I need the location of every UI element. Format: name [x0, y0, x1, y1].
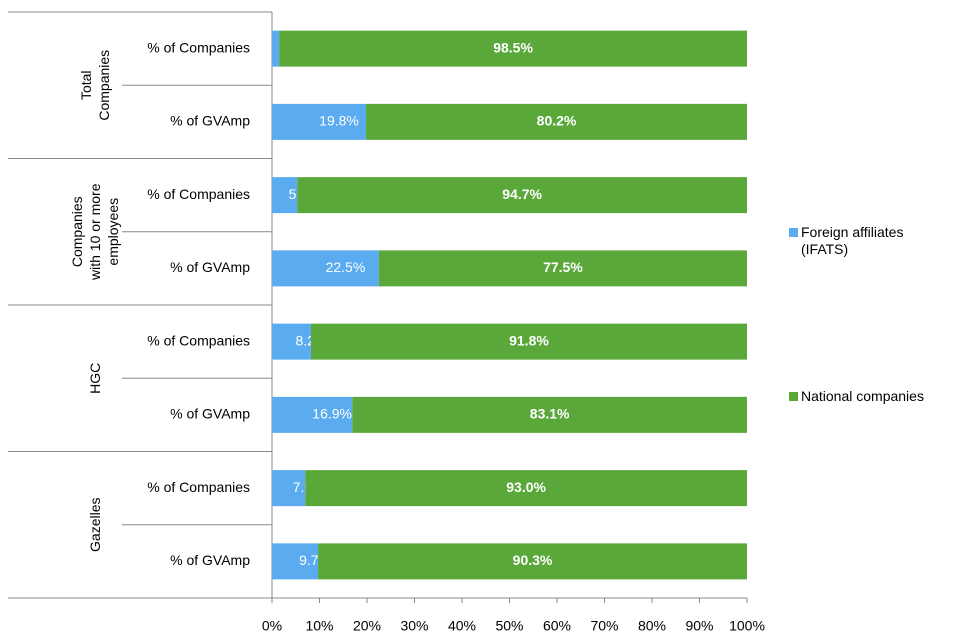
row-label: % of GVAmp	[170, 259, 250, 275]
legend-swatch	[789, 228, 798, 237]
x-tick-label: 50%	[495, 618, 523, 632]
value-label: 91.8%	[509, 332, 549, 348]
value-label: 80.2%	[537, 113, 577, 129]
bar-segment	[272, 30, 280, 67]
row-label: % of GVAmp	[170, 113, 250, 129]
bar-segment	[305, 470, 747, 507]
x-tick-label: 10%	[305, 618, 333, 632]
value-label: 98.5%	[493, 39, 533, 55]
row-label: % of Companies	[147, 39, 250, 55]
x-tick-label: 40%	[448, 618, 476, 632]
bar-segment	[352, 396, 747, 433]
bar-segment	[272, 103, 367, 140]
row-label: % of Companies	[147, 332, 250, 348]
row-label: % of Companies	[147, 479, 250, 495]
group-label-line: Total	[78, 70, 94, 100]
value-label: 19.8%	[319, 113, 359, 129]
bar-segment	[297, 177, 747, 214]
group-label: Companies with 10 or more employees	[69, 183, 121, 281]
value-label: 77.5%	[543, 259, 583, 275]
row-label: % of GVAmp	[170, 552, 250, 568]
bar-segment	[272, 250, 379, 287]
value-label: 16.9%	[312, 406, 352, 422]
group-label: HGC	[87, 363, 103, 394]
value-label: 22.5%	[326, 259, 366, 275]
bar-segment	[366, 103, 747, 140]
group-label-line: HGC	[87, 363, 103, 394]
x-tick-label: 80%	[638, 618, 666, 632]
x-tick-label: 60%	[543, 618, 571, 632]
group-label: Total Companies	[78, 50, 112, 121]
x-tick-label: 0%	[262, 618, 282, 632]
value-label: 93.0%	[506, 479, 546, 495]
row-label: % of GVAmp	[170, 406, 250, 422]
legend-swatch	[789, 392, 798, 401]
x-tick-label: 20%	[353, 618, 381, 632]
bar-segment	[310, 323, 747, 360]
x-tick-label: 90%	[685, 618, 713, 632]
legend-label: National companies	[801, 388, 924, 404]
group-label-line: Companies	[69, 196, 85, 267]
legend-item: National companies	[789, 388, 939, 405]
x-tick-label: 30%	[400, 618, 428, 632]
group-label-line: with 10 or more	[87, 183, 103, 281]
x-tick-label: 70%	[590, 618, 618, 632]
bar-segment	[279, 30, 747, 67]
bar-segment	[272, 323, 311, 360]
bar-segment	[272, 470, 306, 507]
group-label-line: employees	[105, 198, 121, 266]
legend-item: Foreign affiliates (IFATS)	[789, 224, 939, 258]
value-label: 90.3%	[513, 552, 553, 568]
value-label: 94.7%	[502, 186, 542, 202]
x-tick-label: 100%	[729, 618, 765, 632]
group-label-line: Gazelles	[87, 498, 103, 552]
bar-segment	[272, 396, 353, 433]
bar-segment	[318, 543, 747, 580]
group-label: Gazelles	[87, 498, 103, 552]
legend-label: Foreign affiliates (IFATS)	[801, 224, 904, 257]
bar-segment	[378, 250, 747, 287]
group-label-line: Companies	[96, 50, 112, 121]
row-label: % of Companies	[147, 186, 250, 202]
value-label: 83.1%	[530, 406, 570, 422]
bar-segment	[272, 543, 319, 580]
bar-segment	[272, 177, 298, 214]
